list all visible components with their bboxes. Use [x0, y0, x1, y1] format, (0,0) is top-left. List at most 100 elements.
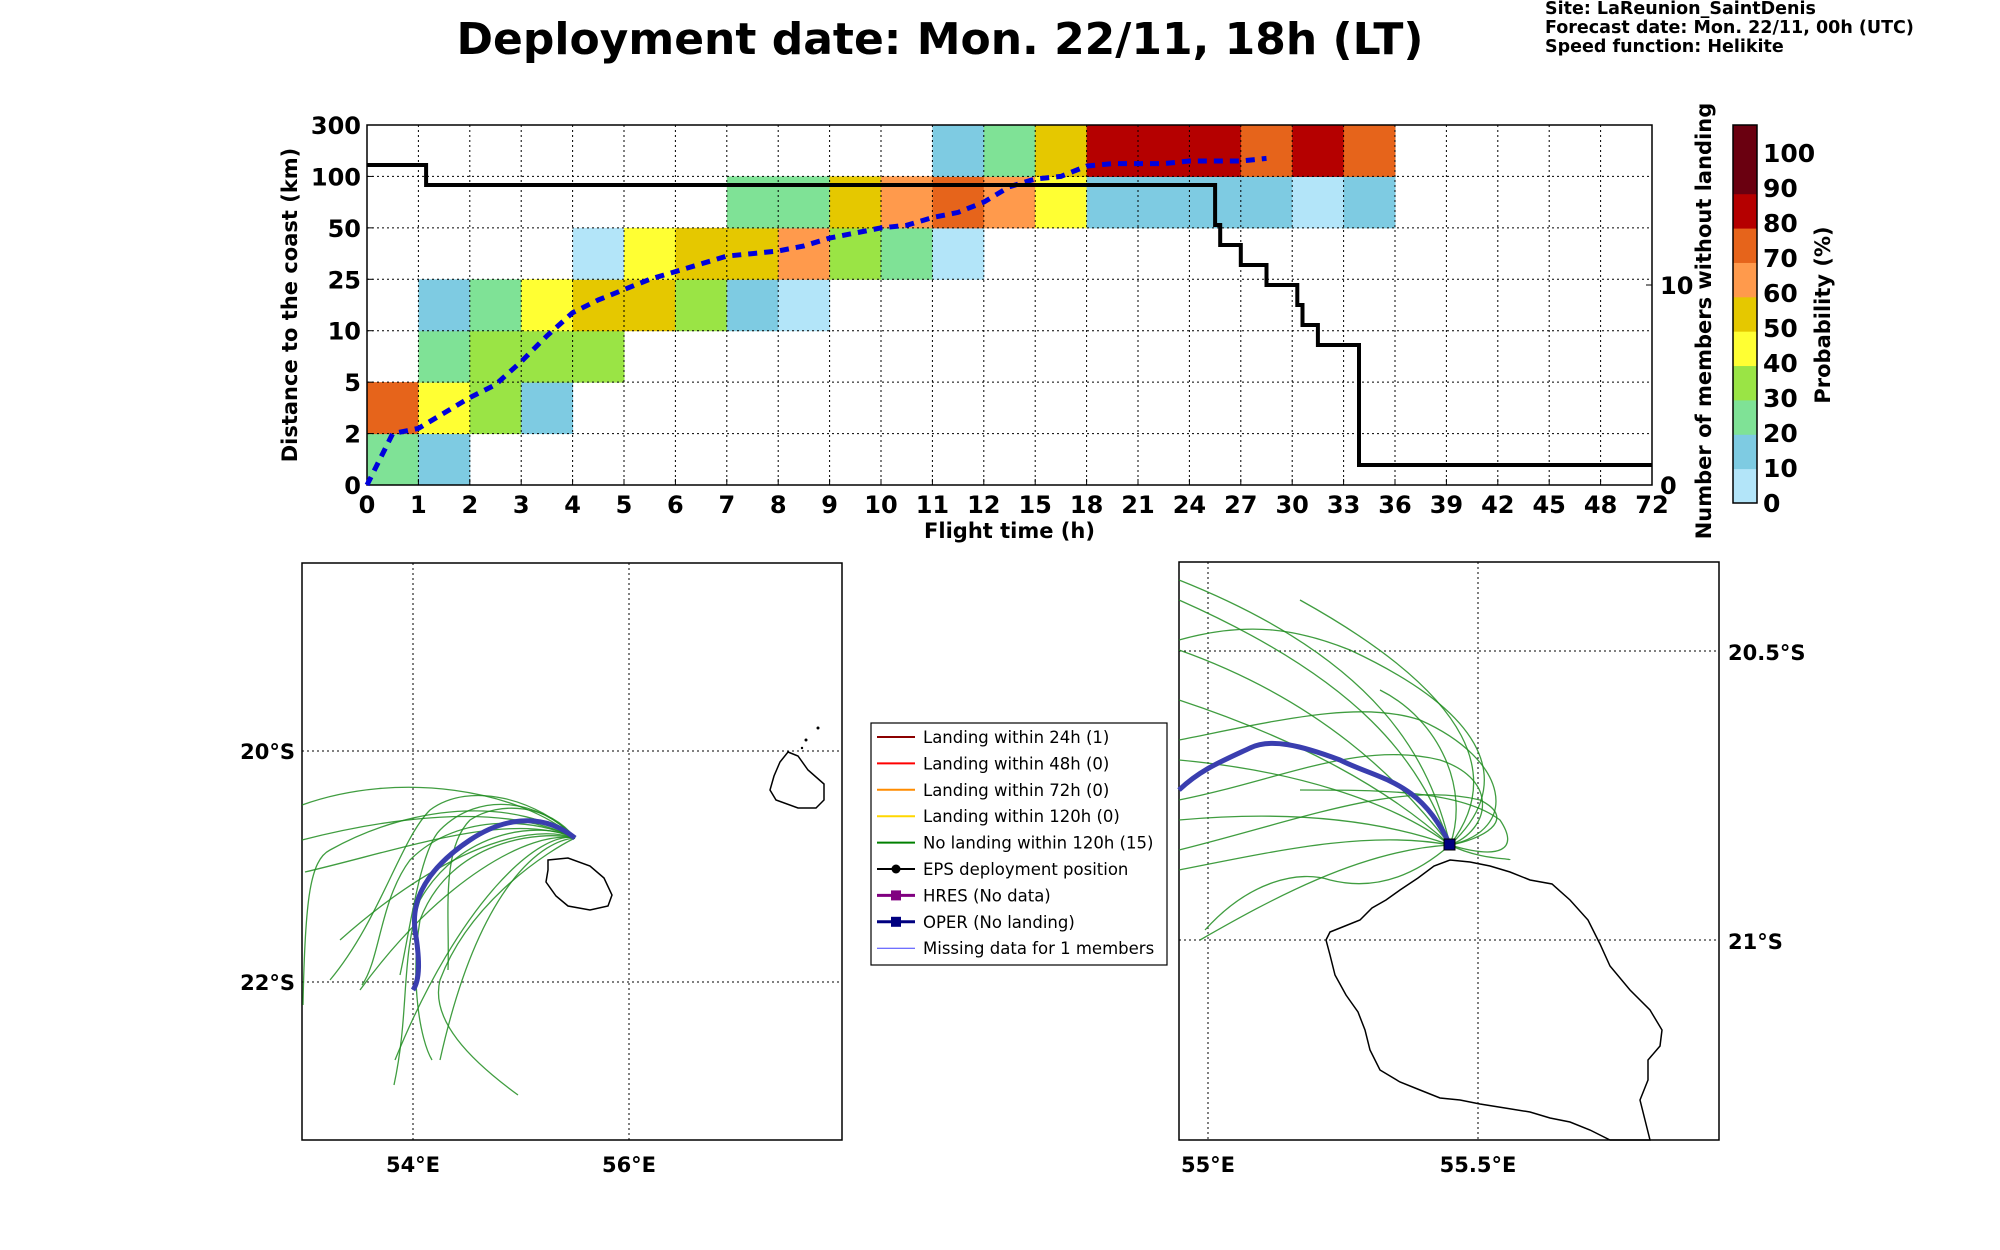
y-right-tick-label: 10 [1660, 272, 1693, 300]
colorbar-segment [1733, 262, 1757, 298]
heatmap-cell [469, 279, 522, 332]
left-map-oper-track [410, 818, 577, 992]
colorbar-segment [1733, 468, 1757, 504]
x-tick-label: 18 [1070, 491, 1103, 519]
islet [816, 726, 820, 730]
heatmap-cell [1189, 125, 1242, 177]
heatmap-cell [469, 330, 522, 383]
left-map-trajectory [415, 835, 576, 1061]
left-map-frame [301, 562, 843, 1141]
right-map-trajectory [1178, 759, 1451, 846]
heatmap-cell [572, 227, 625, 280]
left-map-trajectory [359, 836, 576, 991]
y-tick-label: 100 [311, 163, 361, 191]
x-axis-label: Flight time (h) [924, 519, 1095, 543]
colorbar-segment [1733, 434, 1757, 470]
right-map-trajectory [1178, 794, 1498, 851]
colorbar-segment [1733, 365, 1757, 401]
heatmap-cell [932, 125, 985, 177]
heatmap-cell [1240, 125, 1293, 177]
left-map-trajectory [329, 794, 576, 981]
x-tick-label: 3 [513, 491, 530, 519]
y-axis-label: Distance to the coast (km) [278, 148, 302, 463]
y-tick-label: 300 [311, 112, 361, 140]
heatmap-cell [521, 330, 574, 383]
left-map-trajectory [394, 836, 576, 1061]
heatmap-cell [778, 279, 831, 332]
heatmap-cell [1292, 125, 1345, 177]
x-tick-label: 15 [1018, 491, 1051, 519]
colorbar-tick-label: 70 [1763, 244, 1798, 273]
heatmap-cell [829, 227, 882, 280]
legend-item-1: Landing within 48h (0) [923, 754, 1109, 773]
x-tick-label: 39 [1430, 491, 1463, 519]
heatmap-cell [675, 279, 728, 332]
legend-item-8: Missing data for 1 members [923, 939, 1154, 958]
right-map-frame [1178, 561, 1720, 1141]
heatmap-cell [521, 279, 574, 332]
legend: Landing within 24h (1) Landing within 48h… [870, 722, 1168, 966]
colorbar-tick-label: 30 [1763, 384, 1798, 413]
right-map-trajectory [1199, 844, 1451, 941]
left-map-trajectory [301, 815, 576, 841]
heatmap-cell [572, 330, 625, 383]
right-map-oper-track [1177, 740, 1453, 847]
legend-marker [891, 916, 901, 927]
heatmap-cell [418, 279, 471, 332]
x-tick-label: 42 [1481, 491, 1514, 519]
right-map-trajectory [1379, 689, 1457, 846]
colorbar-tick-label: 40 [1763, 349, 1798, 378]
left-map-x-label: 56°E [602, 1153, 656, 1177]
heatmap-cell [624, 227, 676, 280]
heatmap-cell [418, 330, 471, 383]
colorbar: 0 10 20 30 40 50 60 70 80 90 100 Probability (%) [1732, 124, 1835, 518]
x-tick-label: 4 [564, 491, 581, 519]
heatmap-cell [367, 382, 419, 435]
left-map-trajectory [447, 807, 576, 971]
x-tick-label: 45 [1532, 491, 1565, 519]
x-tick-label: 6 [667, 491, 684, 519]
x-tick-label: 10 [864, 491, 897, 519]
colorbar-tick-label: 90 [1763, 174, 1798, 203]
right-map-trajectory [1178, 628, 1485, 846]
colorbar-label: Probability (%) [1811, 226, 1835, 403]
heatmap-cell [932, 227, 985, 280]
x-tick-label: 1 [410, 491, 427, 519]
legend-marker [891, 864, 901, 874]
site-info: Site: LaReunion_SaintDenis Forecast date… [1545, 0, 1914, 57]
colorbar-segment [1733, 193, 1757, 229]
left-map-trajectory [361, 822, 576, 986]
colorbar-segment [1733, 125, 1757, 160]
forecast-date-label: Forecast date: Mon. 22/11, 00h (UTC) [1545, 18, 1914, 38]
heatmap-cell [983, 125, 1036, 177]
heatmap-cell [418, 433, 471, 486]
x-tick-label: 5 [616, 491, 633, 519]
left-map-y-label: 20°S [240, 740, 295, 764]
legend-item-6: HRES (No data) [923, 886, 1051, 905]
x-tick-label: 72 [1635, 491, 1668, 519]
left-map-trajectory [301, 786, 576, 839]
left-map-trajectory [437, 837, 576, 1096]
heatmap-cell [572, 279, 625, 332]
left-map-trajectory [302, 810, 576, 1006]
x-tick-label: 30 [1275, 491, 1308, 519]
right-map-y-label: 21°S [1728, 930, 1783, 954]
right-map-y-label: 20.5°S [1728, 641, 1805, 665]
right-map-x-label: 55.5°E [1440, 1153, 1517, 1177]
legend-marker [891, 890, 901, 901]
heatmap-cell [881, 227, 933, 280]
x-tick-label: 21 [1121, 491, 1154, 519]
right-map-trajectory [1178, 579, 1451, 846]
islet [800, 746, 804, 750]
colorbar-segment [1733, 159, 1757, 195]
x-tick-label: 2 [461, 491, 478, 519]
right-map-trajectory [1178, 599, 1451, 846]
heatmap-cell [418, 382, 471, 435]
heatmap-cell [1343, 176, 1396, 229]
heatmap-cell [778, 227, 831, 280]
legend-item-5: EPS deployment position [923, 860, 1128, 879]
colorbar-tick-label: 100 [1763, 139, 1815, 168]
colorbar-tick-label: 80 [1763, 209, 1798, 238]
right-map-trajectory [1178, 699, 1451, 846]
